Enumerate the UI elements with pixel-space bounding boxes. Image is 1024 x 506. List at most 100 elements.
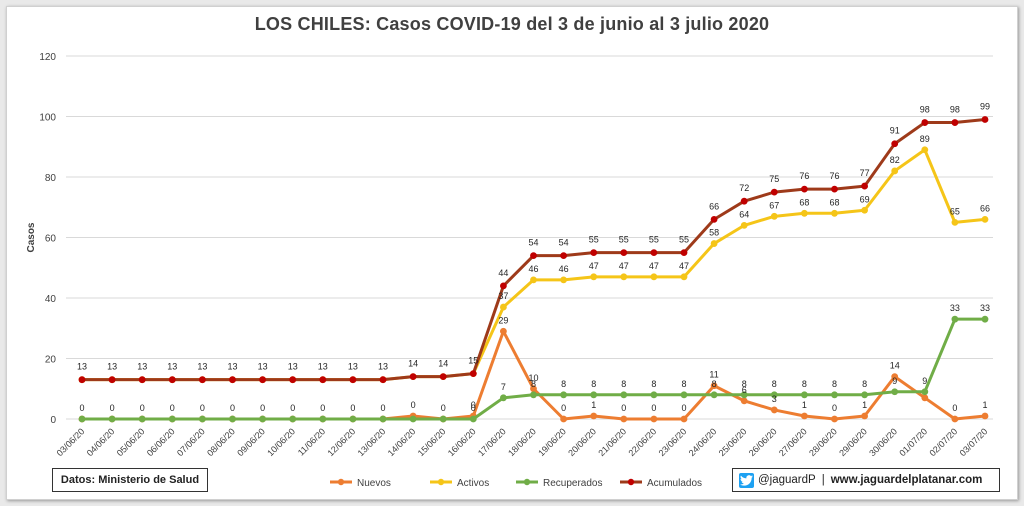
data-point-nuevos [530,385,537,393]
data-label-activos: 47 [619,261,629,271]
data-label-acumulados: 44 [498,268,508,278]
data-label-nuevos: 6 [742,385,747,395]
credit-handle: @jaguardP [758,474,816,486]
data-point-acumulados [740,197,748,205]
data-point-nuevos [590,412,598,420]
x-tick-label: 02/07/20 [927,426,959,458]
data-label-nuevos: 0 [441,403,446,413]
data-label-nuevos: 3 [772,394,777,404]
data-label-acumulados: 99 [980,102,990,112]
twitter-icon [739,472,754,488]
data-point-nuevos [951,415,959,423]
legend-marker-activos [437,478,445,486]
data-point-nuevos [831,415,838,423]
chart-title: LOS CHILES: Casos COVID-19 del 3 de juni… [254,14,770,34]
data-point-acumulados [560,252,567,260]
data-label-acumulados: 13 [227,362,237,372]
data-label-activos: 47 [589,261,599,271]
data-label-acumulados: 76 [799,171,809,181]
data-label-activos: 64 [739,209,749,219]
x-tick-label: 23/06/20 [657,426,689,458]
y-tick-label: 60 [45,234,57,245]
data-point-acumulados [680,249,688,257]
x-tick-label: 16/06/20 [446,426,478,458]
data-point-recuperados [891,388,899,396]
data-label-recuperados: 8 [832,379,837,389]
data-point-acumulados [379,376,387,384]
legend-label-activos: Activos [457,478,489,489]
x-tick-label: 27/06/20 [777,426,809,458]
data-point-activos [891,167,899,175]
x-tick-label: 29/06/20 [837,426,869,458]
data-point-activos [590,273,598,281]
data-point-nuevos [740,397,748,405]
data-label-recuperados: 8 [772,379,777,389]
data-point-acumulados [620,249,628,257]
data-label-nuevos: 0 [260,403,265,413]
data-point-recuperados [289,415,297,423]
data-label-recuperados: 8 [712,379,717,389]
data-label-nuevos: 0 [621,403,626,413]
data-label-nuevos: 0 [140,403,145,413]
data-point-acumulados [78,376,86,384]
data-point-acumulados [409,373,417,381]
data-point-acumulados [921,119,929,126]
data-point-recuperados [981,315,989,323]
data-label-nuevos: 0 [230,403,235,413]
data-point-recuperados [530,391,537,399]
x-tick-label: 20/06/20 [566,426,598,458]
y-axis-label: Casos [26,222,37,252]
data-label-nuevos: 0 [170,403,175,413]
data-point-recuperados [409,415,417,423]
data-label-nuevos: 11 [709,370,718,380]
data-label-recuperados: 8 [802,379,807,389]
y-tick-label: 120 [39,52,56,63]
data-label-acumulados: 55 [679,235,689,245]
x-tick-label: 30/06/20 [867,426,899,458]
data-point-activos [921,146,929,154]
y-tick-label: 20 [45,355,57,366]
data-point-recuperados [951,315,959,323]
data-point-acumulados [439,373,447,381]
data-point-recuperados [319,415,327,423]
data-point-recuperados [138,415,146,423]
data-point-recuperados [560,391,567,399]
data-label-acumulados: 55 [649,235,659,245]
data-point-activos [861,206,868,214]
data-label-recuperados: 8 [862,379,867,389]
data-label-nuevos: 0 [320,403,325,413]
data-label-nuevos: 0 [651,403,656,413]
data-label-activos: 65 [950,206,960,216]
x-tick-label: 03/07/20 [958,426,990,458]
data-point-acumulados [530,252,537,260]
data-label-nuevos: 1 [862,400,867,410]
data-label-acumulados: 13 [77,362,87,372]
data-point-recuperados [770,391,778,399]
data-point-acumulados [289,376,297,384]
x-tick-label: 03/06/20 [55,426,87,458]
data-point-nuevos [770,406,778,414]
data-point-nuevos [680,415,688,423]
data-label-activos: 68 [799,197,809,207]
data-point-recuperados [469,415,477,423]
data-point-nuevos [710,382,718,390]
data-label-nuevos: 0 [380,403,385,413]
data-label-nuevos: 0 [561,403,566,413]
data-point-acumulados [500,282,507,290]
legend-marker-acumulados [627,478,635,486]
x-tick-label: 21/06/20 [596,426,628,458]
y-tick-label: 100 [39,113,56,124]
data-label-activos: 37 [498,291,508,301]
data-point-acumulados [469,370,477,378]
credit-box: @jaguardP | www.jaguardelplatanar.com [732,468,1000,492]
data-label-activos: 46 [559,264,569,274]
x-tick-label: 15/06/20 [416,426,448,458]
data-label-nuevos: 10 [528,373,538,383]
data-label-acumulados: 55 [589,235,599,245]
data-label-nuevos: 29 [498,315,508,325]
data-point-activos [680,273,688,281]
data-label-activos: 47 [649,261,659,271]
data-label-recuperados: 8 [531,379,536,389]
data-point-activos [620,273,628,281]
